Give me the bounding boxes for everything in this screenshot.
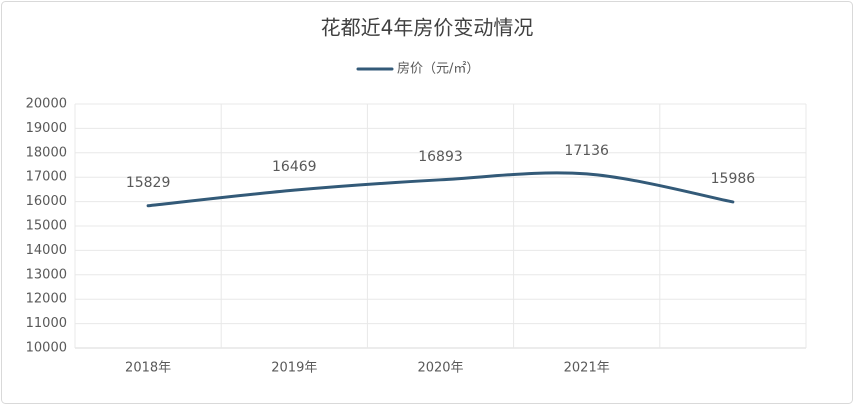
chart-title: 花都近4年房价变动情况 <box>321 16 534 40</box>
y-tick-label: 15000 <box>26 219 67 234</box>
x-tick-label: 2021年 <box>564 361 610 376</box>
y-tick-label: 16000 <box>26 194 67 209</box>
y-tick-label: 10000 <box>26 341 67 356</box>
x-tick-label: 2018年 <box>125 361 171 376</box>
x-tick-label: 2019年 <box>271 361 317 376</box>
data-label: 16469 <box>272 159 317 175</box>
y-tick-label: 12000 <box>26 292 67 307</box>
x-tick-label: 2020年 <box>417 361 463 376</box>
y-tick-label: 18000 <box>26 145 67 160</box>
y-tick-label: 20000 <box>26 97 67 112</box>
chart-border <box>1 1 853 404</box>
data-label: 17136 <box>564 143 609 159</box>
y-tick-label: 17000 <box>26 170 67 185</box>
legend-label: 房价（元/㎡） <box>397 61 479 77</box>
data-label: 16893 <box>418 149 463 165</box>
y-tick-label: 14000 <box>26 243 67 258</box>
data-label: 15986 <box>711 171 756 187</box>
line <box>146 171 735 208</box>
y-tick-label: 19000 <box>26 121 67 136</box>
data-label: 15829 <box>126 175 171 191</box>
y-tick-label: 13000 <box>26 267 67 282</box>
y-tick-label: 11000 <box>26 316 67 331</box>
